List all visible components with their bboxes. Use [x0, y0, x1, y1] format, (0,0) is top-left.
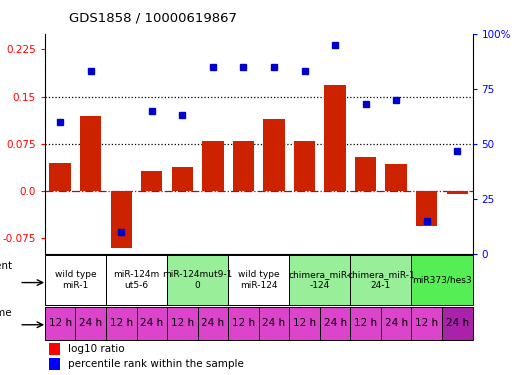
- Bar: [106, 306, 137, 340]
- Bar: [197, 306, 228, 340]
- Text: 12 h: 12 h: [110, 318, 133, 328]
- Bar: [351, 255, 411, 305]
- Text: chimera_miR-1
24-1: chimera_miR-1 24-1: [347, 270, 415, 290]
- Text: wild type
miR-124: wild type miR-124: [238, 270, 279, 290]
- Text: 24 h: 24 h: [201, 318, 224, 328]
- Text: miR373/hes3: miR373/hes3: [412, 276, 472, 285]
- Bar: [259, 306, 289, 340]
- Text: time: time: [0, 308, 13, 318]
- Text: GDS1858 / 10000619867: GDS1858 / 10000619867: [69, 11, 237, 24]
- Text: 24 h: 24 h: [262, 318, 286, 328]
- Bar: [289, 255, 351, 305]
- Text: wild type
miR-1: wild type miR-1: [54, 270, 96, 290]
- Bar: [172, 167, 193, 191]
- Bar: [137, 306, 167, 340]
- Bar: [320, 306, 351, 340]
- Text: miR-124mut9-1
0: miR-124mut9-1 0: [163, 270, 233, 290]
- Bar: [289, 306, 320, 340]
- Bar: [411, 255, 473, 305]
- Text: 24 h: 24 h: [446, 318, 469, 328]
- Text: agent: agent: [0, 261, 13, 270]
- Bar: [263, 119, 285, 191]
- Text: 12 h: 12 h: [171, 318, 194, 328]
- Text: 12 h: 12 h: [293, 318, 316, 328]
- Bar: [76, 306, 106, 340]
- Text: 12 h: 12 h: [354, 318, 377, 328]
- Bar: [324, 86, 346, 191]
- Bar: [202, 141, 223, 191]
- Bar: [416, 191, 437, 226]
- Bar: [355, 156, 376, 191]
- Bar: [228, 306, 259, 340]
- Bar: [351, 306, 381, 340]
- Text: 24 h: 24 h: [384, 318, 408, 328]
- Bar: [385, 164, 407, 191]
- Bar: [110, 191, 132, 248]
- Bar: [381, 306, 411, 340]
- Bar: [80, 116, 101, 191]
- Text: 24 h: 24 h: [324, 318, 347, 328]
- Bar: [50, 163, 71, 191]
- Text: 12 h: 12 h: [232, 318, 255, 328]
- Text: 12 h: 12 h: [49, 318, 72, 328]
- Text: miR-124m
ut5-6: miR-124m ut5-6: [114, 270, 159, 290]
- Bar: [447, 191, 468, 194]
- Bar: [49, 358, 60, 370]
- Text: 24 h: 24 h: [79, 318, 102, 328]
- Bar: [167, 306, 197, 340]
- Bar: [411, 306, 442, 340]
- Bar: [49, 344, 60, 355]
- Bar: [167, 255, 228, 305]
- Text: 12 h: 12 h: [415, 318, 438, 328]
- Bar: [228, 255, 289, 305]
- Text: chimera_miR-
-124: chimera_miR- -124: [289, 270, 351, 290]
- Bar: [141, 171, 163, 191]
- Text: log10 ratio: log10 ratio: [69, 344, 125, 354]
- Text: 24 h: 24 h: [140, 318, 163, 328]
- Bar: [233, 141, 254, 191]
- Bar: [45, 306, 76, 340]
- Bar: [294, 141, 315, 191]
- Bar: [106, 255, 167, 305]
- Text: percentile rank within the sample: percentile rank within the sample: [69, 358, 244, 369]
- Bar: [45, 255, 106, 305]
- Bar: [442, 306, 473, 340]
